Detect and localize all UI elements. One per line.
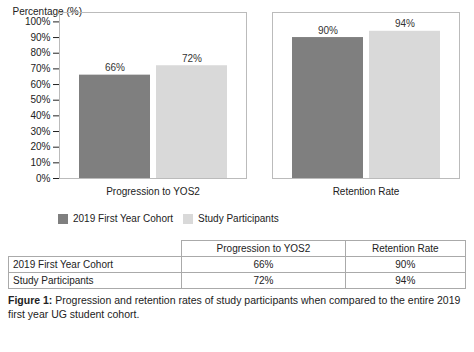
html-text:72%: 72%: [253, 275, 274, 286]
svg-text:0%: 0%: [36, 173, 51, 184]
svg-text:10%: 10%: [30, 157, 50, 168]
html-text:Figure 1: Progression and rete: Figure 1: Progression and retention rate…: [8, 294, 461, 320]
svg-text:Percentage (%): Percentage (%): [13, 6, 82, 17]
svg-text:30%: 30%: [30, 126, 50, 137]
svg-text:72%: 72%: [182, 53, 202, 64]
svg-text:Retention Rate: Retention Rate: [333, 186, 400, 197]
html-text:90%: 90%: [395, 259, 416, 270]
html-text:2019 First Year Cohort: 2019 First Year Cohort: [73, 213, 174, 224]
svg-text:70%: 70%: [30, 63, 50, 74]
html-text:Progression to YOS2: Progression to YOS2: [216, 243, 311, 254]
html-text:Study Participants: Study Participants: [198, 213, 279, 224]
html-text:94%: 94%: [395, 275, 416, 286]
svg-text:40%: 40%: [30, 110, 50, 121]
svg-text:66%: 66%: [105, 62, 125, 73]
svg-text:Progression to YOS2: Progression to YOS2: [106, 186, 200, 197]
html-text:Study Participants: Study Participants: [13, 275, 94, 286]
svg-text:50%: 50%: [30, 94, 50, 105]
svg-text:80%: 80%: [30, 47, 50, 58]
svg-text:94%: 94%: [395, 18, 415, 29]
svg-text:90%: 90%: [318, 25, 338, 36]
html-text:2019 First Year Cohort: 2019 First Year Cohort: [13, 259, 114, 270]
svg-text:60%: 60%: [30, 79, 50, 90]
svg-text:100%: 100%: [25, 16, 51, 27]
svg-text:20%: 20%: [30, 141, 50, 152]
html-text:Retention Rate: Retention Rate: [372, 243, 439, 254]
html-text:66%: 66%: [253, 259, 274, 270]
svg-text:90%: 90%: [30, 32, 50, 43]
